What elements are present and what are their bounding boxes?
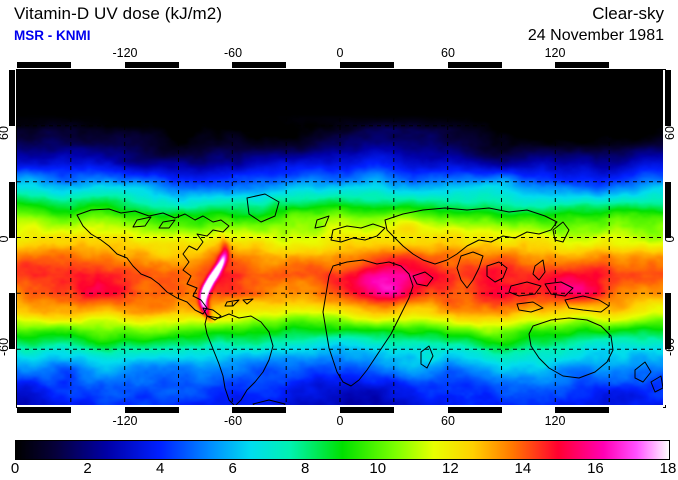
colorbar-tick-14: 14 [514,460,532,477]
colorbar-tick-0: 0 [10,460,20,477]
x-tick-bottom-2: 0 [336,414,344,428]
colorbar-tick-2: 2 [83,460,92,477]
y-tick-left-0: 60 [0,126,11,140]
colorbar-tick-6: 6 [228,460,237,477]
x-tick-top-4: 120 [544,46,566,60]
colorbar-tick-18: 18 [659,460,677,477]
map-plot-area [17,70,663,405]
figure-subtitle: MSR - KNMI [14,28,91,43]
x-tick-bottom-1: -60 [223,414,243,428]
colorbar-tick-10: 10 [369,460,387,477]
x-tick-bottom-3: 60 [441,414,455,428]
y-tick-right-0: 60 [663,126,677,140]
map-gridlines [17,70,663,405]
x-tick-top-3: 60 [441,46,455,60]
colorbar-gradient [16,441,669,459]
x-tick-top-2: 0 [336,46,344,60]
y-tick-left-2: -60 [0,337,11,357]
date-label: 24 November 1981 [527,27,664,44]
sky-condition-label: Clear-sky [592,4,664,23]
top-axis-ticks [17,62,663,68]
y-tick-right-1: 0 [663,235,677,243]
figure-title: Vitamin-D UV dose (kJ/m2) [14,4,223,23]
figure-header: Vitamin-D UV dose (kJ/m2) MSR - KNMI Cle… [0,0,678,52]
x-tick-top-1: -60 [223,46,243,60]
colorbar-tick-8: 8 [301,460,310,477]
colorbar-tick-16: 16 [587,460,604,477]
x-tick-bottom-0: -120 [112,414,138,428]
y-tick-left-1: 0 [0,219,11,259]
right-axis-ticks [665,70,671,405]
colorbar-tick-4: 4 [155,460,165,477]
x-tick-bottom-4: 120 [544,414,566,428]
bottom-axis-ticks [17,407,663,413]
left-axis-ticks [9,70,15,405]
colorbar [15,440,670,460]
y-tick-right-2: -60 [663,337,677,357]
colorbar-tick-12: 12 [441,460,459,477]
x-tick-top-0: -120 [112,46,138,60]
